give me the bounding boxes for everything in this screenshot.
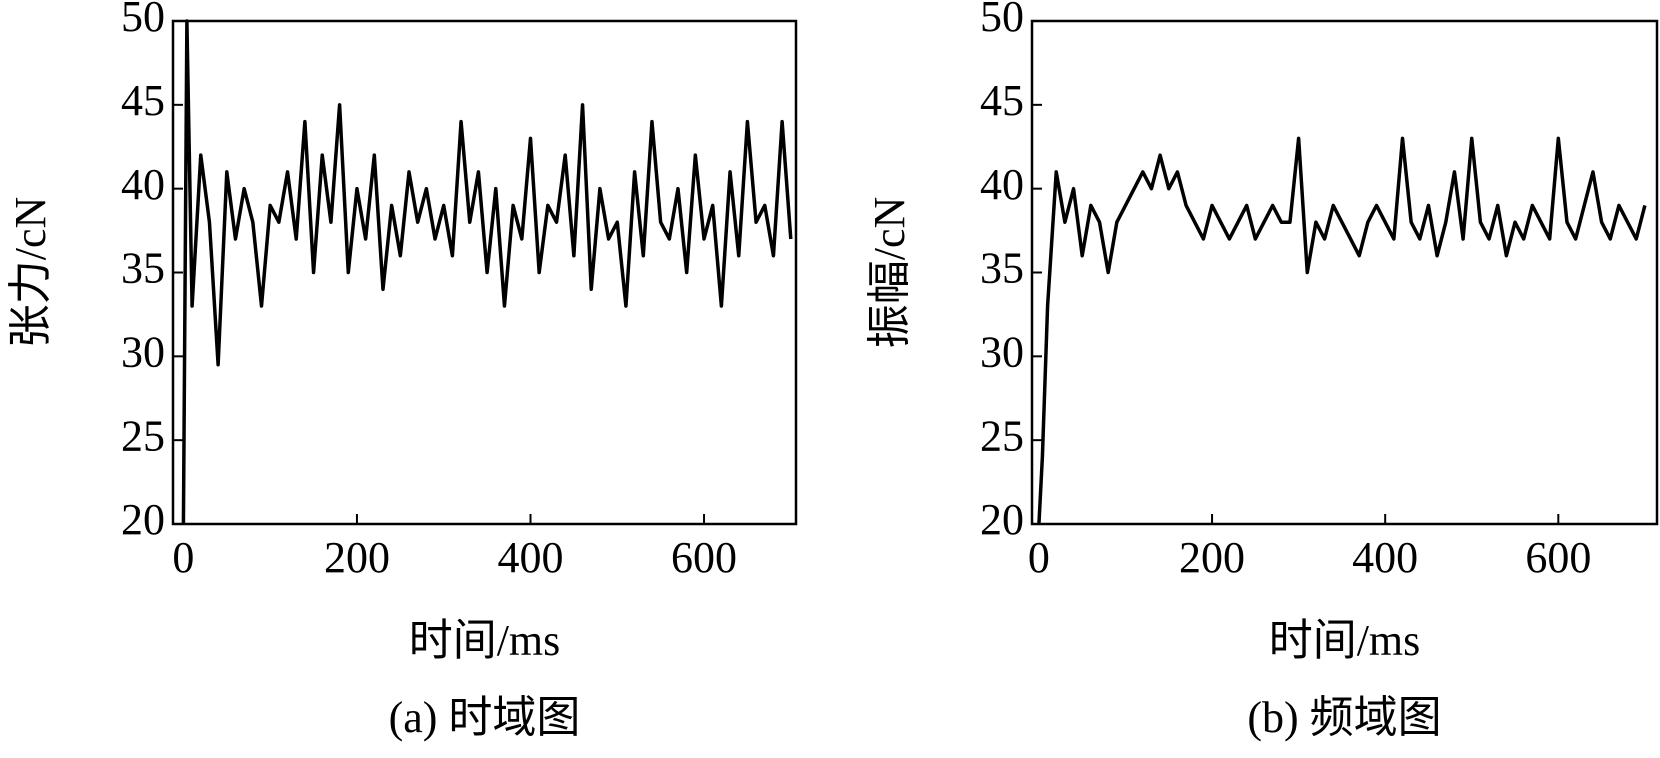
- plot-frame: [171, 19, 798, 526]
- y-tick-label: 45: [980, 76, 1024, 125]
- y-tick-label: 50: [121, 0, 165, 41]
- y-axis-label: 张力/cN: [6, 197, 55, 349]
- x-tick-label: 0: [1028, 533, 1050, 582]
- x-tick-label: 200: [324, 533, 390, 582]
- y-tick-label: 50: [980, 0, 1024, 41]
- y-tick-label: 35: [980, 244, 1024, 293]
- x-tick-label: 400: [1352, 533, 1418, 582]
- y-tick-label: 35: [121, 244, 165, 293]
- x-axis-label: 时间/ms: [409, 616, 561, 665]
- x-tick-label: 0: [172, 533, 194, 582]
- caption: (a) 时域图: [389, 693, 581, 742]
- y-tick-label: 30: [121, 327, 165, 376]
- y-tick-label: 40: [121, 160, 165, 209]
- x-tick-label: 400: [497, 533, 563, 582]
- x-axis-label: 时间/ms: [1269, 616, 1421, 665]
- x-tick-label: 600: [671, 533, 737, 582]
- caption: (b) 频域图: [1247, 693, 1441, 742]
- y-tick-label: 30: [980, 327, 1024, 376]
- y-tick-label: 25: [121, 411, 165, 460]
- y-axis-label: 振幅/cN: [865, 197, 914, 349]
- y-tick-label: 20: [980, 495, 1024, 544]
- data-line: [181, 19, 793, 525]
- y-tick-label: 20: [121, 495, 165, 544]
- y-tick-label: 45: [121, 76, 165, 125]
- y-tick-label: 25: [980, 411, 1024, 460]
- x-tick-label: 600: [1525, 533, 1591, 582]
- x-tick-label: 200: [1179, 533, 1245, 582]
- y-tick-label: 40: [980, 160, 1024, 209]
- data-line: [1037, 136, 1647, 525]
- plot-frame: [1030, 19, 1659, 526]
